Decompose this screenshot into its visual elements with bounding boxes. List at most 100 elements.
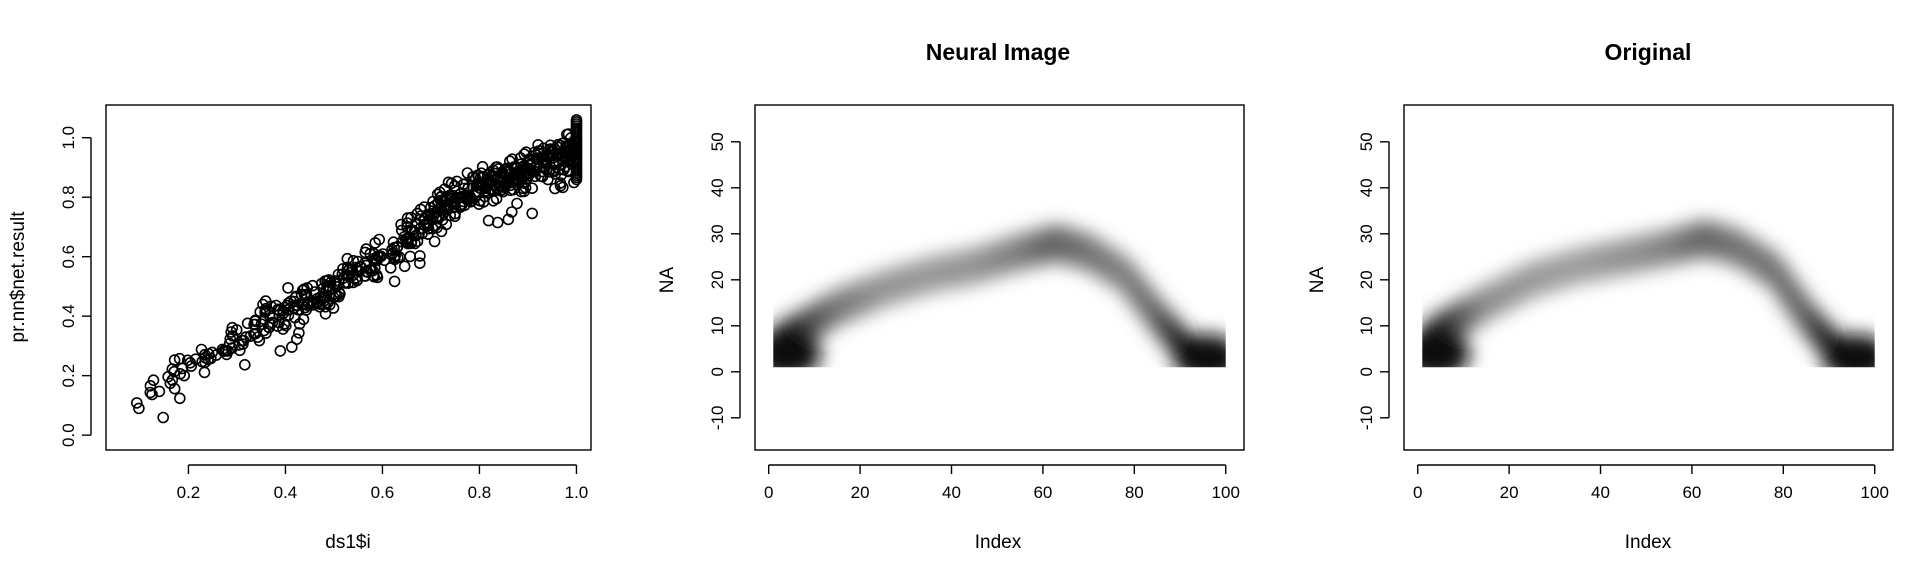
data-point xyxy=(570,114,583,126)
x-tick-label: 40 xyxy=(942,483,961,502)
x-tick-label: 20 xyxy=(1500,483,1519,502)
y-tick-label: 0 xyxy=(1357,367,1376,376)
data-point xyxy=(502,213,515,226)
y-tick-label: 30 xyxy=(1357,224,1376,243)
original-panel: Original 0 20 40 60 80 100 -10 0 10 20 30 40 50 Ind… xyxy=(1307,39,1894,553)
panel-1-x-axis-label: ds1$i xyxy=(325,532,370,553)
panel-2-plot-frame xyxy=(754,104,1245,451)
data-point xyxy=(472,170,485,182)
data-point xyxy=(131,397,143,409)
data-point xyxy=(528,165,540,177)
data-point xyxy=(239,358,251,371)
data-point xyxy=(147,374,160,387)
x-tick-label: 80 xyxy=(1774,483,1793,502)
panel-3-plot-frame xyxy=(1403,104,1894,451)
panel-1-x-axis: 0.2 0.4 0.6 0.8 1.0 xyxy=(177,464,589,502)
x-tick-label: 60 xyxy=(1682,483,1701,502)
data-point xyxy=(299,301,312,314)
data-point xyxy=(510,162,523,174)
data-point xyxy=(454,201,467,213)
data-point xyxy=(262,321,275,334)
data-point xyxy=(532,139,544,151)
scatter-panel: 0.2 0.4 0.6 0.8 1.0 0.0 0.2 0.4 0.6 0.8 1.0 ds1$i… xyxy=(8,104,592,553)
data-point xyxy=(457,195,470,208)
panel-3-heatmap-image xyxy=(1422,219,1875,368)
x-tick-label: 1.0 xyxy=(565,483,589,502)
data-point xyxy=(514,152,527,164)
data-point xyxy=(401,217,414,229)
data-point xyxy=(449,210,461,223)
y-tick-label: 40 xyxy=(708,178,727,197)
data-point xyxy=(496,167,509,180)
data-point xyxy=(491,216,504,229)
x-tick-label: 0.4 xyxy=(274,483,298,502)
data-point xyxy=(146,388,158,401)
data-point xyxy=(259,304,272,317)
data-point xyxy=(403,231,416,244)
data-point xyxy=(388,275,401,288)
x-tick-label: 20 xyxy=(851,483,870,502)
panel-1-points xyxy=(131,114,583,424)
data-point xyxy=(414,222,427,235)
data-point xyxy=(196,355,208,368)
data-point xyxy=(404,250,417,263)
data-point xyxy=(289,311,301,324)
data-point xyxy=(386,243,398,256)
data-point xyxy=(554,180,567,192)
panel-3-x-axis-label: Index xyxy=(1625,532,1672,553)
panel-2-y-axis-label: NA xyxy=(657,266,678,293)
y-tick-label: 1.0 xyxy=(59,126,78,150)
data-point xyxy=(249,314,262,327)
data-point xyxy=(530,153,543,166)
data-point xyxy=(293,327,305,339)
heat-blob xyxy=(1173,334,1226,368)
data-point xyxy=(479,182,492,195)
y-tick-label: 20 xyxy=(708,270,727,289)
data-point xyxy=(253,334,266,347)
data-point xyxy=(181,354,194,367)
data-point xyxy=(279,301,291,314)
data-point xyxy=(341,252,354,265)
data-point xyxy=(226,330,239,342)
x-tick-label: 0.6 xyxy=(371,483,395,502)
x-tick-label: 80 xyxy=(1125,483,1144,502)
data-point xyxy=(133,402,145,415)
data-point xyxy=(518,148,531,160)
data-point xyxy=(273,316,285,329)
data-point xyxy=(308,286,321,298)
data-point xyxy=(448,180,461,192)
data-point xyxy=(430,205,443,218)
data-point xyxy=(301,299,314,312)
x-tick-label: 0.8 xyxy=(468,483,492,502)
x-tick-label: 0 xyxy=(1413,483,1422,502)
data-point xyxy=(202,353,214,366)
data-point xyxy=(547,149,559,162)
data-point xyxy=(536,151,548,163)
data-point xyxy=(341,261,354,274)
data-point xyxy=(373,233,386,246)
panel-2-heatmap-image xyxy=(773,224,1226,368)
data-point xyxy=(202,348,215,360)
data-point xyxy=(226,321,239,334)
data-point xyxy=(327,291,340,304)
data-point xyxy=(240,331,252,343)
data-point xyxy=(144,379,157,392)
data-point xyxy=(438,196,451,208)
panel-3-title: Original xyxy=(1605,39,1692,65)
data-point xyxy=(350,261,362,274)
panel-2-y-axis: -10 0 10 20 30 40 50 xyxy=(708,132,741,431)
data-point xyxy=(298,283,311,296)
data-point xyxy=(274,345,287,357)
panel-1-y-axis: 0.0 0.2 0.4 0.6 0.8 1.0 xyxy=(59,126,92,447)
data-point xyxy=(414,250,426,262)
data-point xyxy=(198,366,211,379)
y-tick-label: 0.4 xyxy=(59,304,78,328)
data-point xyxy=(438,183,451,195)
y-tick-label: 10 xyxy=(1357,316,1376,335)
data-point xyxy=(255,318,268,331)
y-tick-label: -10 xyxy=(708,406,727,431)
data-point xyxy=(332,268,345,281)
data-point xyxy=(313,298,326,311)
y-tick-label: 50 xyxy=(708,132,727,151)
